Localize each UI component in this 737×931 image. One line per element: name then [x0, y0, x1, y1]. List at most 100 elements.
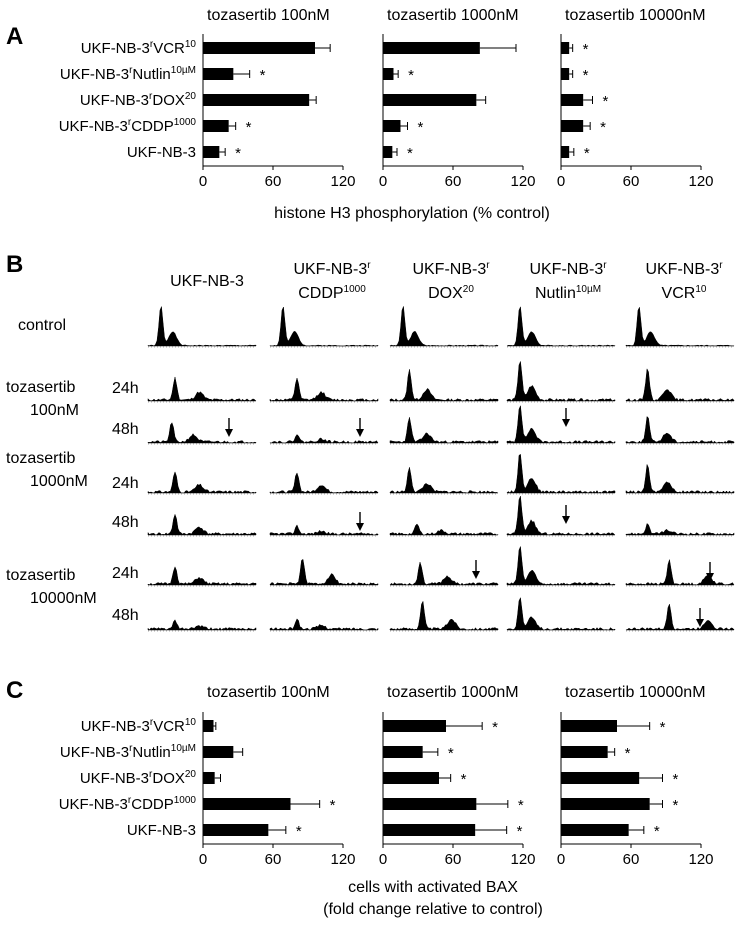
bar: [383, 94, 477, 106]
bar: [561, 772, 640, 784]
x-tick-label: 60: [623, 173, 640, 190]
histogram: [506, 404, 616, 444]
panel-c-chart: UKF-NB-3rVCR10 UKF-NB-3rNutlin10µM UKF-NB-…: [59, 684, 714, 918]
significance-star: *: [296, 823, 302, 840]
time-label: 24h: [112, 475, 139, 492]
x-tick-label: 0: [379, 173, 387, 190]
arrow-icon: [356, 429, 364, 437]
bar: [383, 746, 423, 758]
significance-star: *: [407, 145, 413, 162]
time-label: 24h: [112, 380, 139, 397]
subplot-title: tozasertib 100nM: [207, 684, 330, 701]
histogram: [389, 523, 499, 536]
bar: [203, 146, 220, 158]
significance-star: *: [260, 67, 266, 84]
histogram: [506, 453, 616, 494]
arrow-icon: [562, 516, 570, 524]
histogram: [506, 305, 616, 347]
bar: [203, 720, 214, 732]
x-tick-label: 60: [445, 851, 462, 868]
bar: [383, 824, 476, 836]
bar: [203, 120, 229, 132]
histogram: [389, 417, 499, 444]
x-tick-label: 60: [265, 173, 282, 190]
x-tick-label: 120: [510, 173, 535, 190]
histogram: [147, 619, 257, 631]
significance-star: *: [448, 745, 454, 762]
category-label: UKF-NB-3rCDDP1000: [59, 795, 197, 813]
category-label: UKF-NB-3rNutlin10µM: [60, 65, 196, 83]
x-axis-label: (fold change relative to control): [323, 901, 543, 918]
bar: [561, 720, 617, 732]
bar: [383, 68, 394, 80]
time-label: 48h: [112, 514, 139, 531]
bar: [203, 68, 234, 80]
significance-star: *: [660, 719, 666, 736]
bar: [383, 798, 477, 810]
time-label: 48h: [112, 607, 139, 624]
row-label: 1000nM: [30, 473, 88, 490]
significance-star: *: [461, 771, 467, 788]
column-header: UKF-NB-3r: [529, 260, 607, 278]
histogram: [625, 463, 735, 494]
histogram: [625, 367, 735, 402]
x-axis-label: histone H3 phosphorylation (% control): [274, 205, 550, 222]
x-tick-label: 0: [379, 851, 387, 868]
x-tick-label: 120: [688, 173, 713, 190]
histogram: [269, 306, 379, 347]
histogram: [625, 559, 735, 586]
panel-b-letter: B: [6, 251, 23, 278]
significance-star: *: [583, 67, 589, 84]
histogram: [389, 600, 499, 631]
histogram: [269, 558, 379, 586]
bar: [383, 42, 480, 54]
significance-star: *: [235, 145, 241, 162]
histogram: [625, 306, 735, 347]
histogram: [269, 524, 379, 536]
histogram: [147, 566, 257, 586]
column-header: DOX20: [428, 284, 474, 302]
significance-star: *: [517, 823, 523, 840]
bar: [383, 720, 446, 732]
row-label: control: [18, 317, 66, 334]
x-tick-label: 120: [330, 851, 355, 868]
category-label: UKF-NB-3rCDDP1000: [59, 117, 197, 135]
column-header: CDDP1000: [298, 284, 366, 302]
significance-star: *: [625, 745, 631, 762]
column-header: UKF-NB-3r: [645, 260, 723, 278]
arrow-icon: [696, 619, 704, 627]
bar: [561, 42, 570, 54]
row-label: 100nM: [30, 402, 79, 419]
histogram: [269, 472, 379, 494]
bar: [383, 772, 439, 784]
histogram: [147, 471, 257, 494]
bar: [383, 146, 393, 158]
row-label: tozasertib: [6, 567, 75, 584]
histogram: [389, 561, 499, 586]
column-header: UKF-NB-3: [170, 273, 244, 290]
subplot-title: tozasertib 10000nM: [565, 7, 706, 24]
subplot-title: tozasertib 1000nM: [387, 7, 519, 24]
histogram: [625, 415, 735, 444]
column-header: UKF-NB-3r: [293, 260, 371, 278]
histogram: [147, 422, 257, 444]
histogram: [506, 596, 616, 631]
panel-a-chart: UKF-NB-3rVCR10 UKF-NB-3rNutlin10µM UKF-NB-…: [59, 7, 714, 222]
bar: [561, 146, 570, 158]
significance-star: *: [584, 145, 590, 162]
x-tick-label: 60: [623, 851, 640, 868]
bar: [561, 798, 650, 810]
arrow-icon: [472, 571, 480, 579]
column-header: Nutlin10µM: [535, 284, 601, 302]
time-label: 24h: [112, 565, 139, 582]
bar: [561, 824, 629, 836]
x-tick-label: 0: [557, 173, 565, 190]
histogram: [269, 618, 379, 631]
significance-star: *: [492, 719, 498, 736]
column-header: VCR10: [662, 284, 707, 302]
significance-star: *: [600, 119, 606, 136]
bar: [203, 42, 315, 54]
histogram: [389, 467, 499, 494]
histogram: [625, 603, 735, 631]
category-label: UKF-NB-3: [127, 144, 196, 161]
